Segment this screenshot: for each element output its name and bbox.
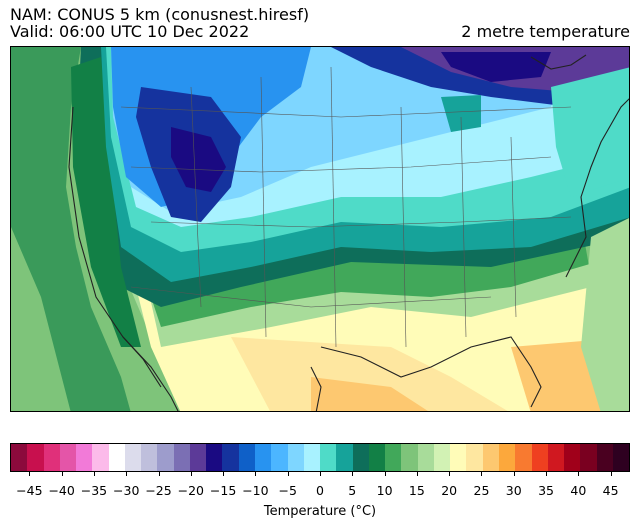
- colorbar-swatch: [76, 444, 93, 471]
- colorbar-ticks: −45 −40 −35 −30 −25 −20 −15 −10 −5 0 5 10 15 20 25 30 35…: [10, 472, 630, 502]
- colorbar-swatch: [206, 444, 223, 471]
- colorbar-tick-label: 40: [570, 483, 587, 498]
- colorbar-swatch: [612, 444, 630, 471]
- colorbar-swatch: [385, 444, 402, 471]
- colorbar-tick-label: 45: [602, 483, 619, 498]
- colorbar-swatch: [580, 444, 597, 471]
- colorbar-tick: [190, 472, 192, 476]
- colorbar-swatch: [515, 444, 532, 471]
- colorbar-swatch: [124, 444, 142, 471]
- colorbar-tick-label: −40: [48, 483, 75, 498]
- model-name: NAM: CONUS 5 km (conusnest.hiresf): [10, 5, 310, 24]
- west-coast-green: [71, 57, 141, 347]
- colorbar-tick: [352, 472, 354, 476]
- state-borders: [120, 66, 572, 348]
- colorbar-swatch: [254, 444, 272, 471]
- colorbar-tick: [255, 472, 257, 476]
- colorbar-tick-label: −10: [242, 483, 269, 498]
- colorbar-tick-label: 35: [538, 483, 554, 498]
- colorbar-swatch: [336, 444, 353, 471]
- colorbar-swatch: [417, 444, 434, 471]
- colorbar-tick: [287, 472, 289, 476]
- colorbar-tick: [578, 472, 580, 476]
- colorbar-swatch: [141, 444, 158, 471]
- colorbar-tick-label: 20: [441, 483, 458, 498]
- colorbar-swatch: [450, 444, 467, 471]
- warm-orange-band: [311, 377, 428, 411]
- colorbar-tick: [29, 472, 31, 476]
- colorbar-tick: [546, 472, 548, 476]
- colorbar-tick-label: −5: [278, 483, 297, 498]
- rockies-core: [171, 127, 226, 192]
- colorbar-swatch: [287, 444, 304, 471]
- colorbar: [10, 443, 630, 472]
- colorbar-swatch: [173, 444, 190, 471]
- colorbar-swatch: [222, 444, 239, 471]
- colorbar-tick: [481, 472, 483, 476]
- colorbar-swatch: [11, 444, 28, 471]
- colorbar-tick: [320, 472, 321, 476]
- colorbar-swatch: [271, 444, 288, 471]
- colorbar-tick-label: 0: [316, 483, 324, 498]
- colorbar-tick: [416, 472, 418, 476]
- colorbar-swatch: [303, 444, 321, 471]
- colorbar-tick: [158, 472, 160, 476]
- colorbar-tick: [223, 472, 225, 476]
- colorbar-swatch: [157, 444, 174, 471]
- colorbar-swatch: [189, 444, 207, 471]
- colorbar-swatch: [596, 444, 613, 471]
- coastlines: [68, 54, 629, 411]
- colorbar-swatch: [401, 444, 418, 471]
- colorbar-tick-label: 10: [376, 483, 393, 498]
- colorbar-tick-label: −20: [177, 483, 205, 498]
- colorbar-tick-label: −30: [113, 483, 140, 498]
- colorbar-swatch: [238, 444, 255, 471]
- colorbar-swatch: [108, 444, 125, 471]
- atlantic-ocean: [581, 218, 629, 411]
- colorbar-swatch: [547, 444, 565, 471]
- colorbar-tick: [449, 472, 451, 476]
- pacific-coastal: [11, 47, 131, 411]
- colorbar-label: Temperature (°C): [263, 504, 377, 519]
- colorbar-swatch: [27, 444, 44, 471]
- colorbar-tick: [610, 472, 612, 476]
- colorbar-swatch: [352, 444, 369, 471]
- map-title: NAM: CONUS 5 km (conusnest.hiresf) Valid…: [10, 6, 309, 40]
- colorbar-tick-label: 25: [473, 483, 490, 498]
- colorbar-swatch: [433, 444, 451, 471]
- colorbar-swatch: [43, 444, 60, 471]
- colorbar-tick: [384, 472, 386, 476]
- temperature-map: [10, 46, 630, 412]
- colorbar-tick: [513, 472, 515, 476]
- variable-name: 2 metre temperature: [461, 22, 630, 41]
- colorbar-tick-label: −25: [145, 483, 172, 498]
- colorbar-swatch: [498, 444, 516, 471]
- colorbar-swatch: [59, 444, 77, 471]
- canada-core: [441, 52, 551, 82]
- colorbar-swatch: [466, 444, 483, 471]
- colorbar-tick-label: 5: [348, 483, 357, 498]
- colorbar-swatch: [320, 444, 337, 471]
- colorbar-swatch: [368, 444, 386, 471]
- colorbar-tick-label: 15: [408, 483, 425, 498]
- colorbar-swatch: [92, 444, 109, 471]
- gulf-warm: [231, 337, 508, 411]
- colorbar-tick-label: −15: [209, 483, 237, 498]
- colorbar-tick: [126, 472, 128, 476]
- map-canvas: [11, 47, 629, 411]
- colorbar-tick-label: −45: [16, 483, 43, 498]
- valid-time: Valid: 06:00 UTC 10 Dec 2022: [10, 22, 250, 41]
- colorbar-tick-label: −35: [80, 483, 108, 498]
- colorbar-tick: [93, 472, 95, 476]
- colorbar-swatch: [531, 444, 548, 471]
- colorbar-swatch: [564, 444, 581, 471]
- east-teal: [551, 67, 629, 197]
- colorbar-tick: [61, 472, 63, 476]
- great-lakes-teal: [441, 95, 481, 132]
- colorbar-swatch: [482, 444, 499, 471]
- colorbar-tick-label: 30: [505, 483, 522, 498]
